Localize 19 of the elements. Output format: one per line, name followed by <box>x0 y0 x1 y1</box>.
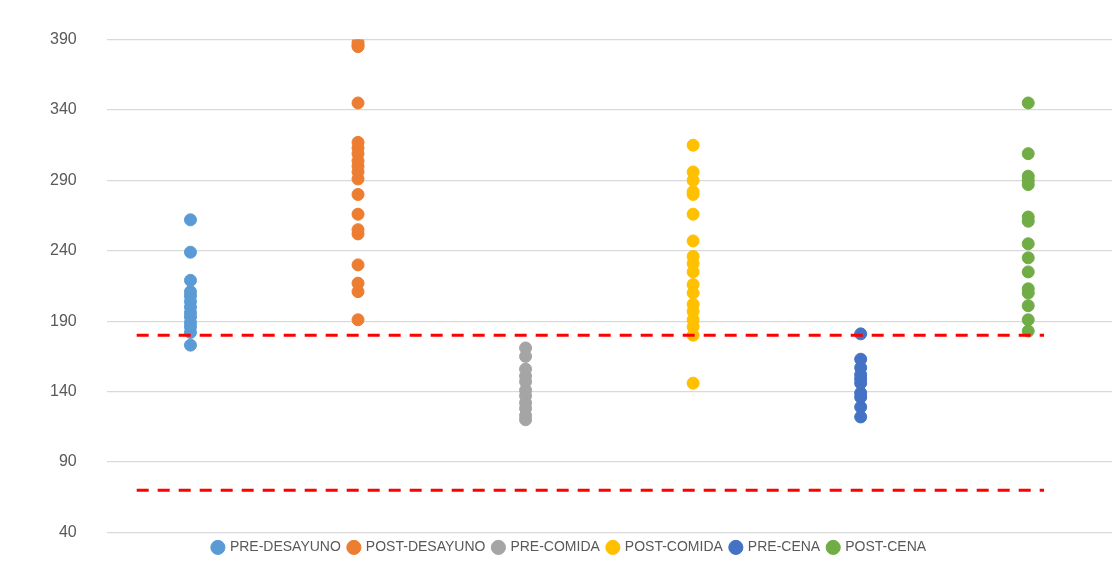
y-tick-label: 40 <box>58 522 77 540</box>
legend-label: PRE-CENA <box>747 538 821 555</box>
point <box>686 138 700 152</box>
y-tick-label: 140 <box>49 382 77 400</box>
legend-label: POST-COMIDA <box>624 538 724 555</box>
point <box>351 39 365 49</box>
y-tick-label: 340 <box>49 100 77 118</box>
point <box>351 313 365 327</box>
point <box>183 213 197 227</box>
point <box>1021 96 1035 110</box>
legend-label: PRE-COMIDA <box>510 538 601 555</box>
y-tick-label: 240 <box>49 241 77 259</box>
y-tick-label: 190 <box>49 311 77 329</box>
legend-label: POST-CENA <box>845 538 927 555</box>
y-tick-label: 90 <box>58 452 77 470</box>
legend-label: POST-DESAYUNO <box>365 538 486 555</box>
y-tick-label: 290 <box>49 170 77 188</box>
legend-label: PRE-DESAYUNO <box>229 538 341 555</box>
y-tick-label: 390 <box>49 30 77 48</box>
